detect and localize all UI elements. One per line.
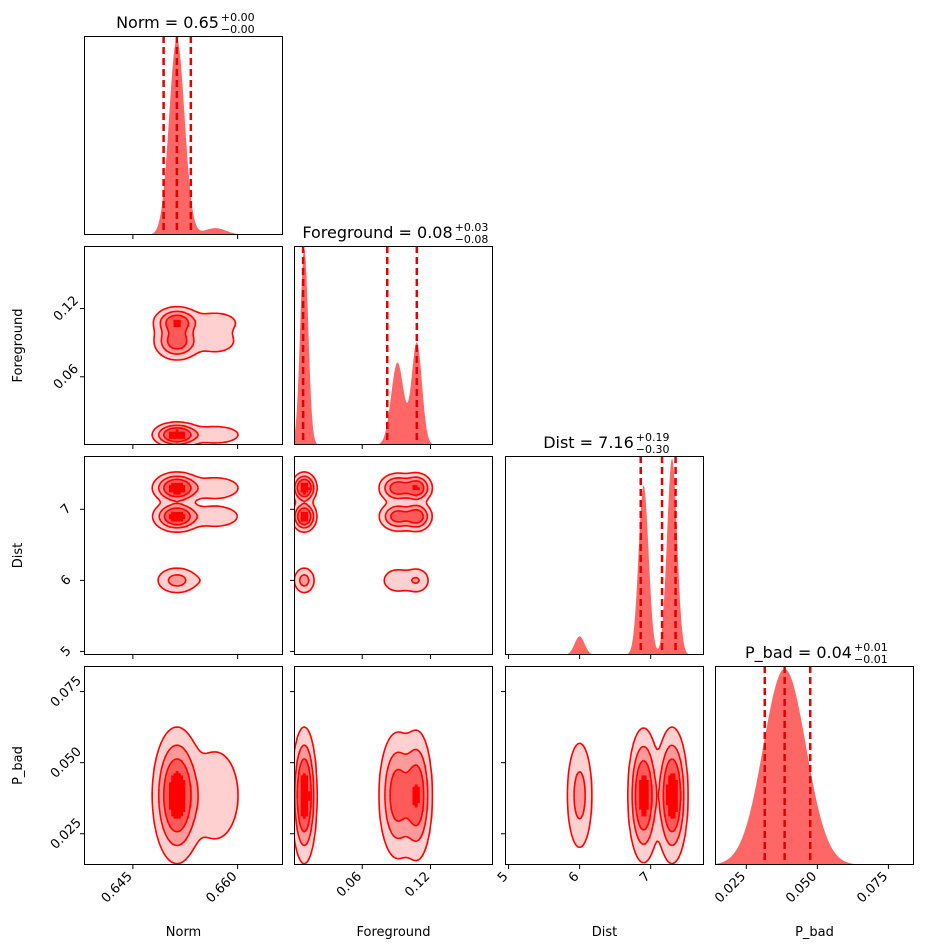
xtick-label-P_bad: 0.050 <box>783 869 820 906</box>
xtick-label-Foreground: 0.06 <box>334 869 365 900</box>
contour-line-0 <box>294 471 434 594</box>
err-minus-Dist: −0.30 <box>636 443 670 456</box>
ylabel-Dist: Dist <box>11 543 26 569</box>
title-P_bad: P_bad = 0.04 <box>745 643 852 663</box>
err-minus-Foreground: −0.08 <box>455 233 489 246</box>
contour-line-0 <box>566 726 689 865</box>
xtick-label-Dist: 5 <box>495 869 511 885</box>
contour-fill-3 <box>639 773 678 819</box>
err-plus-Norm: +0.00 <box>221 11 255 24</box>
panel-P_bad-P_bad: P_bad = 0.04 +0.01−0.01 0.025 0.050 0.075 <box>712 641 914 906</box>
axes-frame <box>294 246 493 445</box>
axes-frame <box>505 666 704 865</box>
contour-fill-0 <box>294 471 434 593</box>
contour-line-0 <box>294 726 434 865</box>
contour-fill-1 <box>574 746 685 846</box>
ytick-label-P_bad: 0.025 <box>48 816 85 853</box>
contour-line-1 <box>157 744 199 847</box>
xlabel-Norm: Norm <box>166 925 201 940</box>
panel-Dist-Norm: 5 6 7 <box>58 456 283 660</box>
contour-line-0 <box>151 305 239 445</box>
contour-line-2 <box>634 758 682 833</box>
panel-Foreground-Norm: 0.06 0.12 <box>51 246 283 449</box>
contour-line-2 <box>162 314 192 443</box>
title-Dist: Dist = 7.16 <box>543 433 634 452</box>
contour-fill-2 <box>298 478 425 526</box>
ytick-label-Foreground: 0.06 <box>51 362 82 393</box>
err-plus-Foreground: +0.03 <box>455 221 489 234</box>
xtick-label-Norm: 0.660 <box>204 869 241 906</box>
xtick-label-Dist: 7 <box>637 869 653 885</box>
ytick-label-Dist: 7 <box>58 501 74 517</box>
panel-P_bad-Dist: 5 6 7 <box>495 666 704 886</box>
contour-line-1 <box>157 310 199 445</box>
axes-frame <box>84 36 283 235</box>
xlabel-Dist: Dist <box>592 925 618 940</box>
xtick-label-Norm: 0.645 <box>99 869 136 906</box>
ytick-label-P_bad: 0.075 <box>48 673 85 710</box>
marginal-Foreground <box>294 248 493 445</box>
marginal-Norm <box>84 38 283 235</box>
ytick-label-Dist: 5 <box>58 644 74 660</box>
xlabel-P_bad: P_bad <box>795 925 834 940</box>
contour-line-0 <box>151 726 239 865</box>
panel-Dist-Foreground <box>290 456 493 659</box>
panel-P_bad-Foreground: 0.06 0.12 <box>290 666 493 900</box>
xtick-label-P_bad: 0.075 <box>854 869 891 906</box>
contour-line-1 <box>573 744 685 847</box>
title-Foreground: Foreground = 0.08 <box>302 223 452 242</box>
ylabel-P_bad: P_bad <box>11 746 26 785</box>
ytick-label-Dist: 6 <box>58 572 74 588</box>
axes-frame <box>84 666 283 865</box>
panel-Dist-Dist: Dist = 7.16 +0.19−0.30 <box>505 431 704 659</box>
err-plus-Dist: +0.19 <box>636 431 670 444</box>
contour-line-2 <box>296 478 425 526</box>
panel-P_bad-Norm: 0.645 0.660 0.025 0.050 0.075 <box>48 666 283 906</box>
contour-line-2 <box>296 758 425 833</box>
title-Norm: Norm = 0.65 <box>116 13 219 32</box>
xtick-label-Foreground: 0.12 <box>402 869 433 900</box>
marginal-P_bad <box>715 668 914 865</box>
panel-Norm-Norm: Norm = 0.65 +0.00−0.00 <box>84 11 283 239</box>
contour-line-2 <box>162 758 192 833</box>
err-minus-Norm: −0.00 <box>221 23 255 36</box>
err-minus-P_bad: −0.01 <box>854 653 888 666</box>
contour-fill-3 <box>168 771 186 819</box>
panel-Foreground-Foreground: Foreground = 0.08 +0.03−0.08 <box>294 221 493 449</box>
axes-frame <box>84 246 283 445</box>
marginal-Dist <box>505 458 704 655</box>
xtick-label-Dist: 6 <box>566 869 582 885</box>
contour-fill-3 <box>168 482 186 522</box>
axes-frame <box>84 456 283 655</box>
axes-frame <box>505 456 704 655</box>
contour-line-0 <box>151 471 239 594</box>
contour-line-2 <box>162 478 192 526</box>
contour-line-1 <box>157 475 199 587</box>
err-plus-P_bad: +0.01 <box>854 641 888 654</box>
xtick-label-P_bad: 0.025 <box>712 869 749 906</box>
axes-frame <box>294 456 493 655</box>
contour-fill-1 <box>157 476 199 587</box>
contour-fill-0 <box>153 471 239 593</box>
ylabel-Foreground: Foreground <box>11 308 26 382</box>
axes-frame <box>715 666 914 865</box>
contour-line-1 <box>294 475 429 587</box>
axes-frame <box>294 666 493 865</box>
xlabel-Foreground: Foreground <box>356 925 430 940</box>
ytick-label-Foreground: 0.12 <box>51 293 82 324</box>
ytick-label-P_bad: 0.050 <box>48 745 85 782</box>
